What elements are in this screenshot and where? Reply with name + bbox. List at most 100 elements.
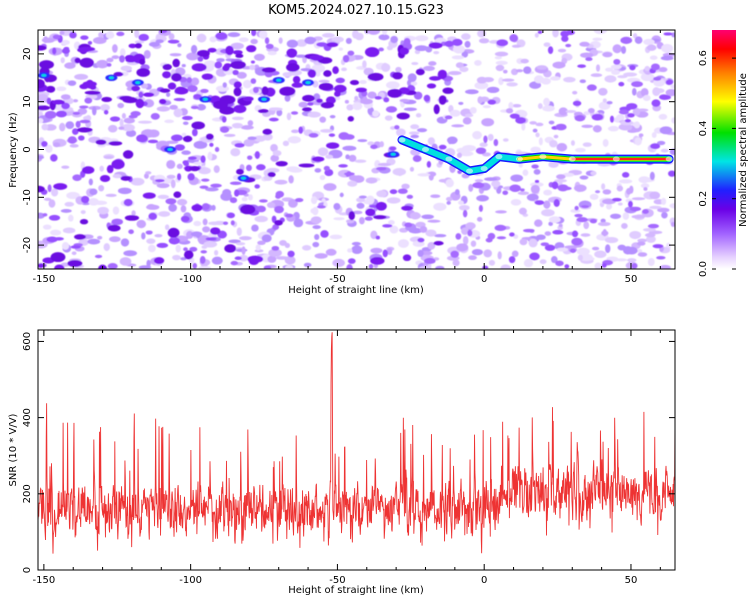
noise-blob — [173, 97, 186, 102]
noise-blob — [346, 104, 354, 111]
noise-blob — [645, 235, 656, 243]
noise-blob — [494, 56, 503, 60]
noise-blob — [548, 120, 555, 125]
noise-blob — [109, 116, 121, 122]
noise-blob — [425, 46, 433, 53]
noise-blob — [176, 163, 183, 170]
noise-blob — [354, 159, 367, 163]
noise-blob — [347, 180, 358, 187]
noise-blob — [143, 173, 149, 179]
noise-blob — [333, 202, 341, 211]
noise-blob — [650, 63, 660, 71]
noise-blob — [72, 111, 81, 116]
noise-blob — [530, 146, 541, 154]
noise-blob — [214, 147, 220, 153]
noise-blob — [659, 126, 673, 135]
noise-blob — [229, 181, 242, 186]
noise-blob — [626, 187, 632, 195]
noise-blob-strong — [307, 69, 317, 78]
noise-blob — [155, 39, 164, 44]
noise-blob — [627, 258, 637, 263]
noise-blob — [604, 237, 619, 244]
noise-blob — [636, 249, 643, 253]
noise-blob — [103, 155, 114, 159]
noise-blob-strong — [159, 88, 171, 93]
noise-blob — [658, 113, 668, 120]
noise-blob — [574, 205, 579, 211]
noise-blob — [579, 41, 590, 47]
noise-blob — [91, 106, 97, 116]
noise-blob — [64, 62, 76, 69]
noise-blob — [251, 30, 257, 37]
noise-blob — [272, 224, 280, 231]
noise-blob — [591, 113, 604, 121]
noise-blob — [367, 30, 381, 35]
noise-blob — [554, 179, 567, 183]
noise-blob — [552, 30, 559, 38]
noise-blob — [288, 167, 303, 173]
noise-blob-strong — [298, 163, 315, 168]
noise-blob — [450, 250, 459, 258]
noise-blob — [183, 247, 188, 252]
noise-blob — [181, 150, 191, 155]
noise-blob — [200, 155, 206, 164]
noise-blob-strong — [173, 191, 182, 199]
noise-blob — [536, 65, 548, 70]
noise-blob — [258, 30, 268, 39]
noise-blob — [452, 44, 465, 54]
noise-blob — [478, 204, 483, 212]
noise-blob — [230, 42, 244, 50]
noise-blob-strong — [38, 45, 47, 51]
noise-blob — [319, 174, 326, 181]
noise-blob — [370, 247, 383, 254]
noise-blob — [427, 137, 436, 146]
noise-blob — [649, 171, 655, 181]
noise-blob — [668, 170, 675, 177]
noise-blob — [136, 219, 147, 229]
signal-bead — [398, 137, 406, 143]
noise-blob — [60, 94, 71, 100]
noise-blob-strong — [236, 168, 244, 175]
noise-blob-strong — [286, 63, 300, 72]
noise-blob-strong — [189, 165, 201, 172]
noise-blob — [636, 241, 646, 246]
noise-blob — [131, 210, 136, 217]
noise-blob — [72, 174, 82, 181]
noise-blob — [98, 32, 104, 38]
noise-blob — [583, 221, 590, 230]
signal-bead — [568, 156, 576, 162]
noise-blob — [351, 245, 363, 255]
noise-blob — [670, 221, 675, 227]
noise-blob-strong — [428, 42, 443, 49]
noise-blob — [107, 263, 118, 269]
noise-blob-strong — [153, 257, 165, 265]
noise-blob — [80, 195, 90, 204]
noise-blob — [592, 37, 603, 41]
noise-blob — [618, 81, 625, 87]
noise-blob — [421, 214, 434, 220]
noise-blob — [282, 140, 290, 147]
snr-xtick-label: 50 — [625, 575, 638, 586]
noise-blob — [60, 57, 65, 64]
noise-blob — [649, 55, 658, 60]
noise-blob — [96, 59, 109, 69]
noise-blob — [314, 168, 322, 173]
noise-blob — [548, 221, 553, 226]
noise-blob — [61, 102, 70, 110]
noise-blob — [461, 33, 471, 41]
noise-blob — [356, 197, 366, 203]
noise-blob-strong — [261, 67, 276, 73]
colorbar: 0.0 0.2 0.4 0.6 Normalized spectral amplitu… — [698, 30, 749, 277]
noise-blob — [411, 61, 419, 66]
noise-blob — [203, 241, 218, 248]
noise-blob — [484, 177, 498, 182]
noise-blob — [467, 229, 473, 237]
colorbar-tick-label: 0.4 — [698, 120, 709, 136]
noise-blob-strong — [401, 205, 414, 211]
noise-blob-strong — [212, 100, 229, 110]
noise-blob-strong — [95, 139, 107, 145]
noise-blob-strong — [364, 47, 380, 58]
snr-frame — [37, 329, 676, 571]
hot-spot-core — [202, 97, 208, 101]
noise-blob — [315, 70, 321, 77]
